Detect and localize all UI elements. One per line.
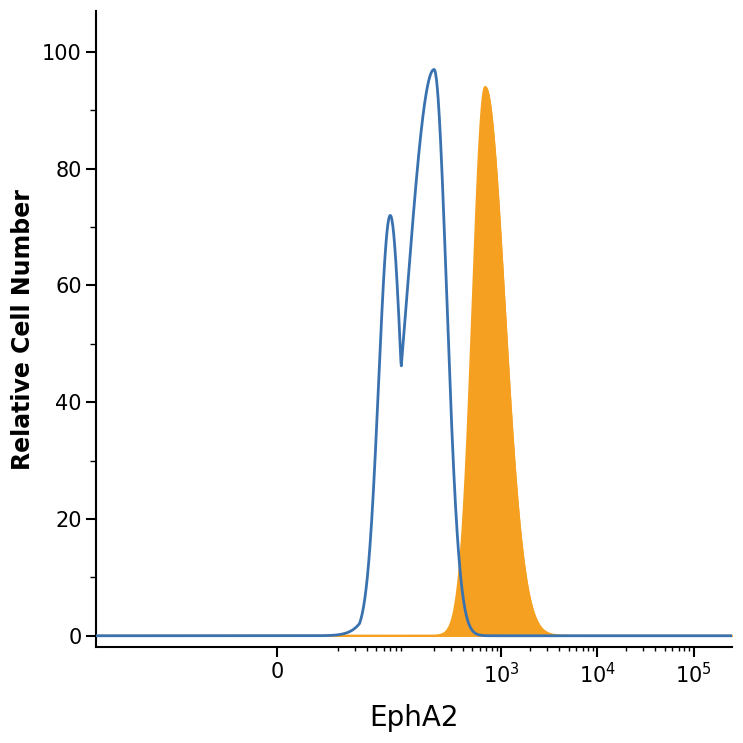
Y-axis label: Relative Cell Number: Relative Cell Number [11,189,35,470]
X-axis label: EphA2: EphA2 [369,704,459,732]
